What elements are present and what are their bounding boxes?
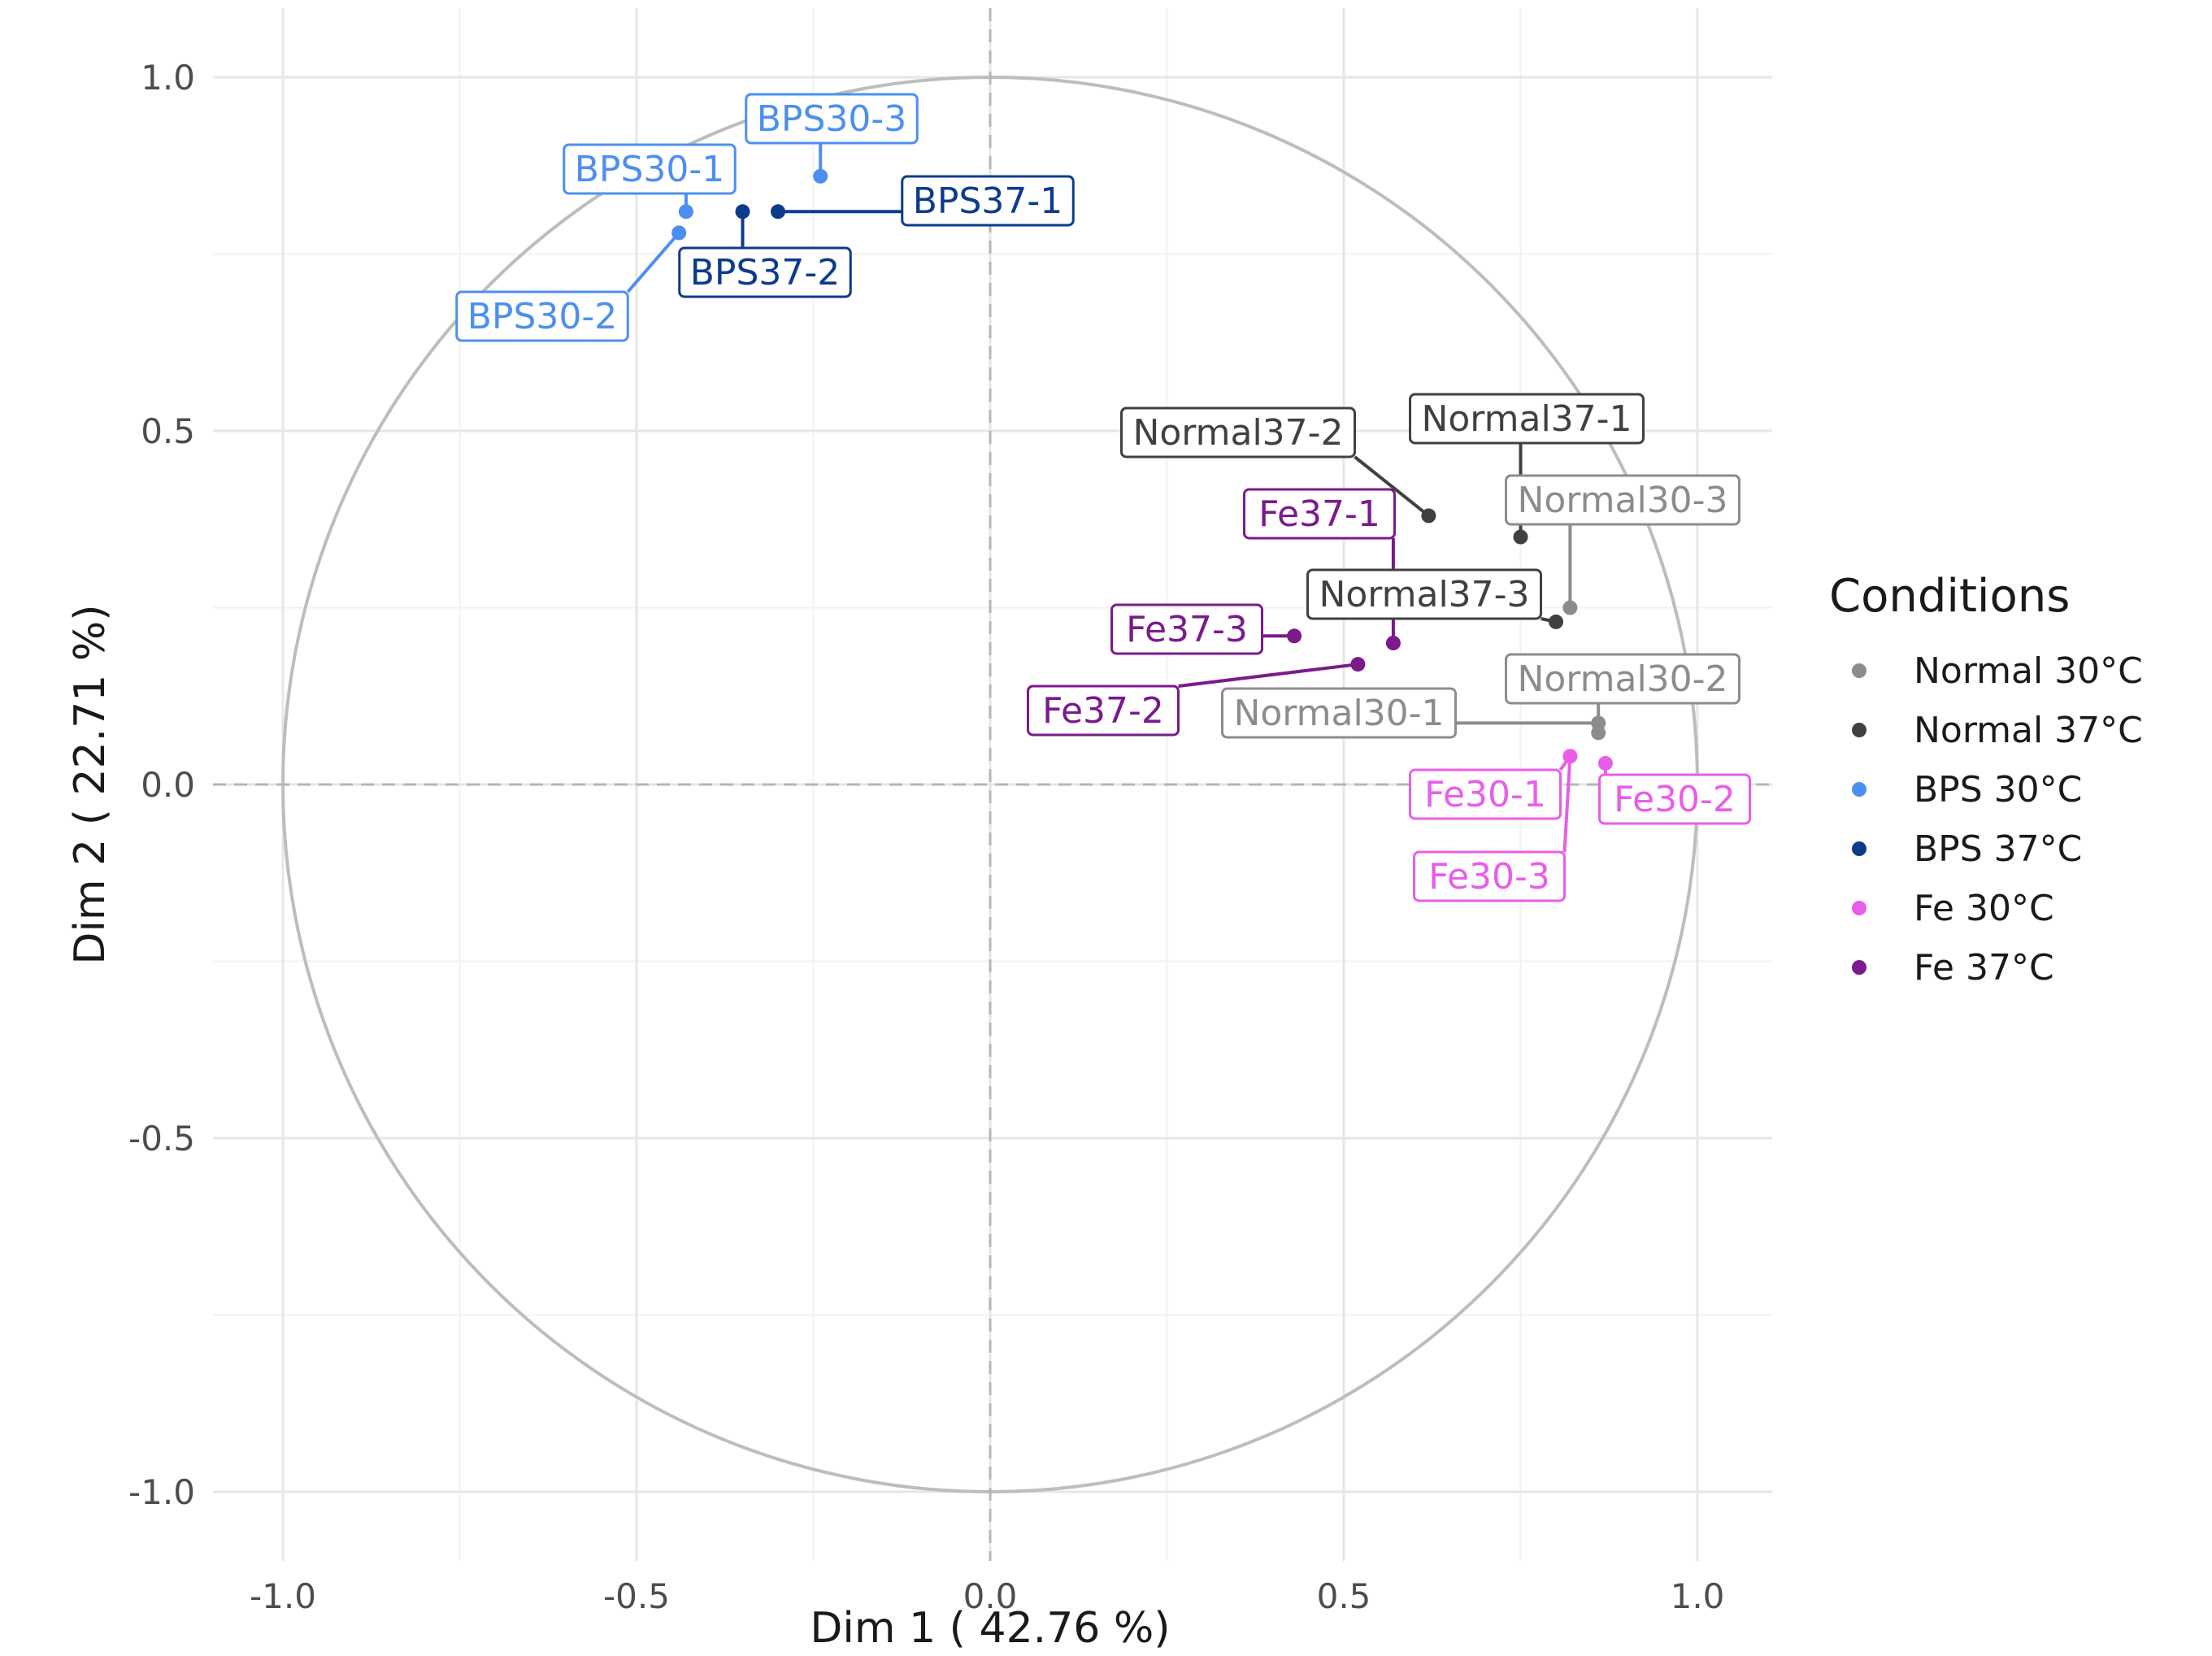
- point-label: Fe30-1: [1424, 774, 1546, 815]
- legend-key: [1852, 960, 1867, 975]
- x-tick-label: 0.0: [963, 1576, 1018, 1616]
- point-label: Fe37-1: [1258, 493, 1380, 535]
- point-label-box: [1413, 850, 1566, 902]
- point-label-box: [1505, 653, 1740, 705]
- legend-key: [1852, 782, 1867, 797]
- point-label: Fe30-2: [1614, 779, 1736, 820]
- data-point: [1591, 725, 1606, 741]
- data-point: [1549, 614, 1563, 629]
- label-leader-line: [626, 232, 680, 293]
- point-label: Normal37-2: [1132, 412, 1343, 454]
- point-label: Normal30-1: [1233, 693, 1444, 734]
- data-point: [1562, 749, 1578, 764]
- y-tick-label: -0.5: [128, 1119, 195, 1158]
- data-point: [671, 225, 687, 241]
- point-label-box: [1110, 603, 1263, 655]
- point-label-box: [901, 175, 1075, 227]
- x-tick-label: -1.0: [250, 1576, 316, 1616]
- point-label-box: [1598, 773, 1751, 825]
- legend: Conditions Normal 30°C Normal 37°C BPS 30°…: [1829, 570, 2143, 989]
- point-label: BPS30-2: [467, 296, 618, 337]
- legend-key: [1852, 723, 1867, 737]
- point-label: Fe37-3: [1126, 609, 1248, 650]
- x-tick-label: -0.5: [603, 1576, 670, 1616]
- legend-label: Normal 37°C: [1914, 710, 2143, 751]
- label-leader-line: [1354, 455, 1430, 517]
- legend-label: Fe 30°C: [1914, 888, 2054, 929]
- data-point: [678, 204, 693, 219]
- point-label-box: [1505, 474, 1740, 526]
- point-label-box: [455, 290, 629, 342]
- point-label-box: [745, 93, 919, 145]
- legend-title: Conditions: [1829, 570, 2070, 623]
- point-label-box: [1409, 768, 1562, 820]
- point-label-box: [1120, 406, 1356, 459]
- label-leader-line: [1178, 663, 1358, 688]
- point-label-box: [563, 143, 737, 195]
- legend-label: Fe 37°C: [1914, 947, 2054, 989]
- data-point: [1287, 628, 1302, 644]
- data-point: [1513, 529, 1528, 545]
- point-label: BPS37-1: [913, 180, 1063, 222]
- data-point: [1421, 508, 1436, 524]
- point-label: BPS30-3: [757, 98, 907, 140]
- data-point: [1597, 755, 1613, 771]
- data-point: [1350, 657, 1366, 672]
- legend-items: Normal 30°C Normal 37°C BPS 30°C BPS 37°C Fe…: [1852, 650, 2143, 989]
- point-label-box: [1221, 687, 1457, 739]
- point-label: Normal30-2: [1517, 658, 1727, 700]
- y-tick-label: -1.0: [128, 1472, 195, 1512]
- point-label-box: [1027, 685, 1180, 737]
- point-label-box: [1243, 488, 1396, 540]
- y-axis-title: Dim 2 ( 22.71 %): [66, 604, 115, 964]
- y-tick-label: 1.0: [141, 58, 195, 98]
- data-point: [1385, 636, 1401, 650]
- point-label: Normal30-3: [1517, 480, 1727, 521]
- legend-key: [1852, 663, 1867, 678]
- point-label: BPS37-2: [690, 252, 841, 293]
- tick-labels: -1.0 -0.5 0.0 0.5 1.0 -1.0 -0.5 0.0 0.5 1.0: [128, 58, 1724, 1616]
- legend-label: BPS 37°C: [1914, 828, 2082, 870]
- point-label-box: [1306, 568, 1542, 620]
- legend-label: Normal 30°C: [1914, 650, 2143, 692]
- legend-label: BPS 30°C: [1914, 769, 2082, 811]
- x-tick-label: 1.0: [1671, 1576, 1725, 1616]
- point-label: Normal37-1: [1421, 398, 1632, 440]
- data-points: [671, 168, 1613, 771]
- point-label: BPS30-1: [575, 149, 725, 190]
- data-point: [735, 204, 750, 219]
- x-tick-label: 0.5: [1317, 1576, 1371, 1616]
- point-label-box: [1409, 393, 1645, 445]
- data-point: [813, 168, 828, 184]
- point-label-box: [678, 246, 852, 298]
- point-label: Fe30-3: [1428, 856, 1550, 898]
- y-tick-label: 0.0: [141, 765, 195, 805]
- label-leader-line: [1562, 756, 1572, 853]
- point-label: Fe37-2: [1042, 690, 1164, 732]
- x-axis-title: Dim 1 ( 42.76 %): [810, 1604, 1170, 1653]
- point-label: Normal37-3: [1319, 574, 1529, 615]
- legend-key: [1852, 901, 1867, 915]
- legend-key: [1852, 841, 1867, 856]
- point-labels: Normal30-1 Normal30-2 Normal30-3 Normal37-1…: [455, 93, 1751, 902]
- data-point: [1562, 600, 1578, 615]
- data-point: [771, 204, 785, 219]
- y-tick-label: 0.5: [141, 411, 195, 451]
